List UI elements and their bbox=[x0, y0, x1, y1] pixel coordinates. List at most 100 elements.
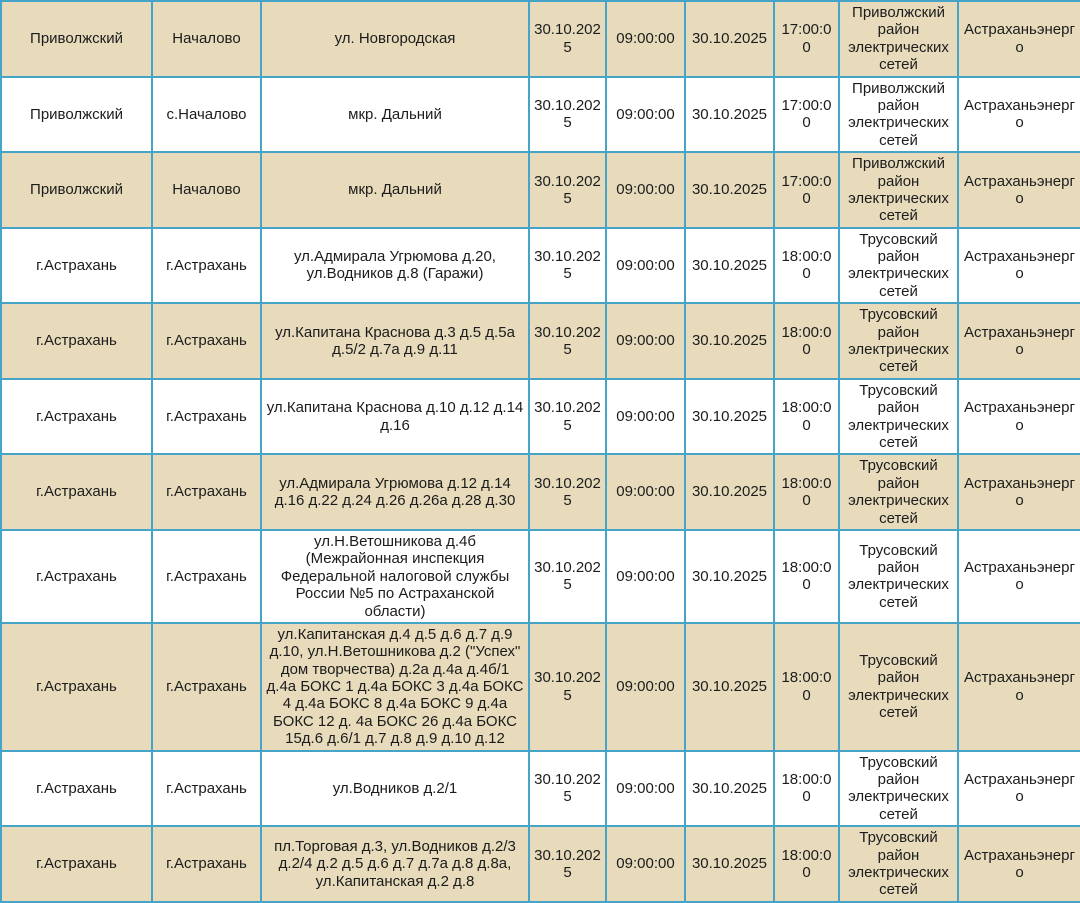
cell-settlement: г.Астрахань bbox=[151, 453, 262, 531]
cell-address: ул.Адмирала Угрюмова д.20, ул.Водников д… bbox=[260, 226, 530, 305]
cell-address: ул.Н.Ветошникова д.4б (Межрайонная инспе… bbox=[260, 528, 530, 624]
cell-settlement: Началово bbox=[151, 0, 262, 78]
table-row: Приволжский Началово мкр. Дальний 30.10.202… bbox=[0, 151, 1080, 229]
cell-district: Приволжский bbox=[0, 151, 153, 229]
cell-time-start: 09:00:00 bbox=[605, 75, 686, 154]
cell-company: Астраханьэнерго bbox=[957, 226, 1080, 305]
cell-company: Астраханьэнерго bbox=[957, 453, 1080, 531]
cell-time-start: 09:00:00 bbox=[605, 377, 686, 456]
cell-address: ул.Капитанская д.4 д.5 д.6 д.7 д.9 д.10,… bbox=[260, 621, 530, 752]
cell-settlement: г.Астрахань bbox=[151, 621, 262, 752]
cell-date-start: 30.10.2025 bbox=[528, 151, 607, 229]
table-row: г.Астрахань г.Астрахань ул.Капитана Красно… bbox=[0, 377, 1080, 456]
cell-network: Трусовский район электрических сетей bbox=[838, 749, 959, 828]
cell-settlement: г.Астрахань bbox=[151, 377, 262, 456]
cell-company: Астраханьэнерго bbox=[957, 825, 1080, 903]
cell-district: г.Астрахань bbox=[0, 377, 153, 456]
table-row: г.Астрахань г.Астрахань ул.Н.Ветошникова д… bbox=[0, 528, 1080, 624]
table-row: Приволжский Началово ул. Новгородская 30.10… bbox=[0, 0, 1080, 78]
cell-settlement: Началово bbox=[151, 151, 262, 229]
cell-time-end: 18:00:00 bbox=[773, 749, 840, 828]
cell-settlement: г.Астрахань bbox=[151, 226, 262, 305]
cell-time-start: 09:00:00 bbox=[605, 226, 686, 305]
cell-date-end: 30.10.2025 bbox=[684, 621, 775, 752]
table-row: г.Астрахань г.Астрахань ул.Капитана Красно… bbox=[0, 302, 1080, 380]
cell-network: Трусовский район электрических сетей bbox=[838, 453, 959, 531]
cell-time-start: 09:00:00 bbox=[605, 453, 686, 531]
cell-date-end: 30.10.2025 bbox=[684, 825, 775, 903]
cell-district: Приволжский bbox=[0, 0, 153, 78]
cell-network: Приволжский район электрических сетей bbox=[838, 75, 959, 154]
cell-time-start: 09:00:00 bbox=[605, 749, 686, 828]
cell-date-end: 30.10.2025 bbox=[684, 75, 775, 154]
cell-network: Трусовский район электрических сетей bbox=[838, 621, 959, 752]
cell-time-start: 09:00:00 bbox=[605, 151, 686, 229]
cell-time-start: 09:00:00 bbox=[605, 825, 686, 903]
cell-date-end: 30.10.2025 bbox=[684, 749, 775, 828]
cell-date-end: 30.10.2025 bbox=[684, 0, 775, 78]
cell-date-start: 30.10.2025 bbox=[528, 453, 607, 531]
cell-date-end: 30.10.2025 bbox=[684, 302, 775, 380]
cell-settlement: с.Началово bbox=[151, 75, 262, 154]
cell-time-end: 18:00:00 bbox=[773, 621, 840, 752]
cell-date-start: 30.10.2025 bbox=[528, 621, 607, 752]
cell-network: Трусовский район электрических сетей bbox=[838, 377, 959, 456]
cell-time-end: 18:00:00 bbox=[773, 453, 840, 531]
cell-network: Трусовский район электрических сетей bbox=[838, 528, 959, 624]
cell-date-start: 30.10.2025 bbox=[528, 226, 607, 305]
table-row: г.Астрахань г.Астрахань ул.Водников д.2/1 3… bbox=[0, 749, 1080, 828]
cell-district: г.Астрахань bbox=[0, 749, 153, 828]
cell-time-end: 18:00:00 bbox=[773, 377, 840, 456]
cell-date-start: 30.10.2025 bbox=[528, 825, 607, 903]
cell-date-end: 30.10.2025 bbox=[684, 528, 775, 624]
table-row: г.Астрахань г.Астрахань ул.Адмирала Угрюмо… bbox=[0, 453, 1080, 531]
cell-address: ул. Новгородская bbox=[260, 0, 530, 78]
cell-time-end: 17:00:00 bbox=[773, 75, 840, 154]
cell-time-end: 17:00:00 bbox=[773, 0, 840, 78]
cell-date-start: 30.10.2025 bbox=[528, 302, 607, 380]
cell-company: Астраханьэнерго bbox=[957, 749, 1080, 828]
cell-time-end: 18:00:00 bbox=[773, 528, 840, 624]
cell-network: Трусовский район электрических сетей bbox=[838, 825, 959, 903]
cell-company: Астраханьэнерго bbox=[957, 302, 1080, 380]
cell-company: Астраханьэнерго bbox=[957, 151, 1080, 229]
cell-address: пл.Торговая д.3, ул.Водников д.2/3 д.2/4… bbox=[260, 825, 530, 903]
cell-time-end: 18:00:00 bbox=[773, 302, 840, 380]
cell-district: г.Астрахань bbox=[0, 528, 153, 624]
cell-company: Астраханьэнерго bbox=[957, 0, 1080, 78]
cell-date-start: 30.10.2025 bbox=[528, 528, 607, 624]
cell-date-end: 30.10.2025 bbox=[684, 453, 775, 531]
cell-company: Астраханьэнерго bbox=[957, 377, 1080, 456]
cell-district: г.Астрахань bbox=[0, 825, 153, 903]
cell-date-start: 30.10.2025 bbox=[528, 0, 607, 78]
cell-time-start: 09:00:00 bbox=[605, 0, 686, 78]
table-row: г.Астрахань г.Астрахань пл.Торговая д.3, у… bbox=[0, 825, 1080, 903]
cell-network: Приволжский район электрических сетей bbox=[838, 151, 959, 229]
cell-district: Приволжский bbox=[0, 75, 153, 154]
cell-company: Астраханьэнерго bbox=[957, 621, 1080, 752]
cell-address: ул.Адмирала Угрюмова д.12 д.14 д.16 д.22… bbox=[260, 453, 530, 531]
cell-district: г.Астрахань bbox=[0, 226, 153, 305]
table-row: г.Астрахань г.Астрахань ул.Капитанская д.4… bbox=[0, 621, 1080, 752]
cell-district: г.Астрахань bbox=[0, 302, 153, 380]
cell-district: г.Астрахань bbox=[0, 453, 153, 531]
cell-network: Трусовский район электрических сетей bbox=[838, 302, 959, 380]
cell-settlement: г.Астрахань bbox=[151, 825, 262, 903]
cell-time-end: 18:00:00 bbox=[773, 226, 840, 305]
cell-district: г.Астрахань bbox=[0, 621, 153, 752]
cell-company: Астраханьэнерго bbox=[957, 75, 1080, 154]
table-row: г.Астрахань г.Астрахань ул.Адмирала Угрюмо… bbox=[0, 226, 1080, 305]
cell-date-end: 30.10.2025 bbox=[684, 151, 775, 229]
cell-time-end: 18:00:00 bbox=[773, 825, 840, 903]
cell-address: ул.Капитана Краснова д.10 д.12 д.14 д.16 bbox=[260, 377, 530, 456]
cell-settlement: г.Астрахань bbox=[151, 528, 262, 624]
cell-time-end: 17:00:00 bbox=[773, 151, 840, 229]
table-row: Приволжский с.Началово мкр. Дальний 30.10.2… bbox=[0, 75, 1080, 154]
cell-date-end: 30.10.2025 bbox=[684, 377, 775, 456]
cell-address: ул.Водников д.2/1 bbox=[260, 749, 530, 828]
cell-date-end: 30.10.2025 bbox=[684, 226, 775, 305]
cell-address: мкр. Дальний bbox=[260, 151, 530, 229]
